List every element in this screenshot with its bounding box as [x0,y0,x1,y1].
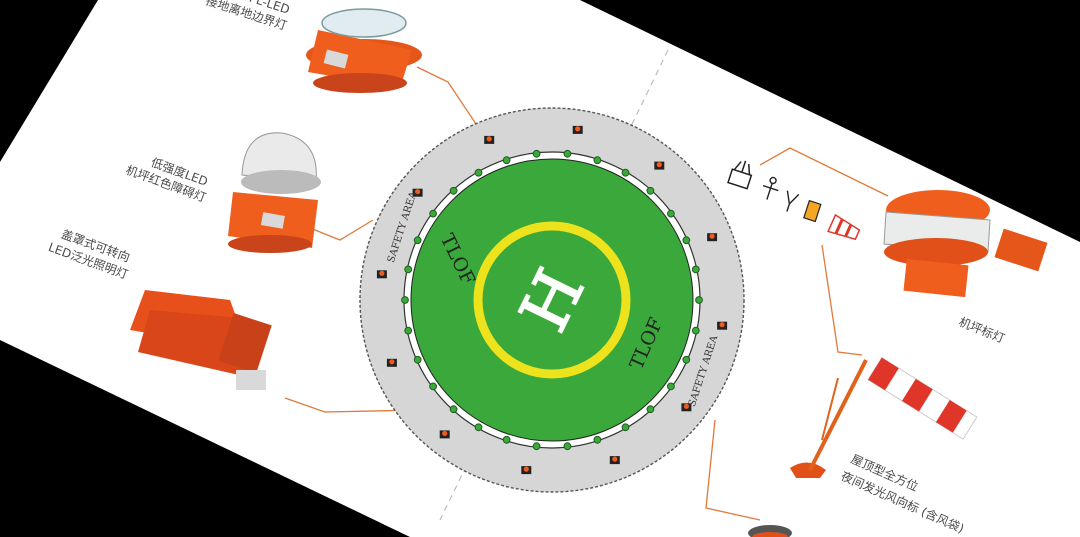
tlof-perimeter-light [401,296,409,304]
tlof-perimeter-light [474,168,483,177]
tlof-perimeter-light [593,156,602,165]
bottom-product [748,525,792,537]
tlof-perimeter-light [646,405,655,414]
tlof-perimeter-light [449,405,458,414]
tlof-perimeter-light [667,209,675,218]
tlof-perimeter-light [413,236,422,245]
safety-area-light-lens [612,456,618,462]
tlof-perimeter-light [532,149,541,158]
safety-area-light-lens [415,189,421,195]
tlof-perimeter-light [682,236,691,245]
tlof-perimeter-light [502,156,511,165]
tlof-perimeter-light [563,442,572,451]
tlof-perimeter-light [621,168,630,177]
tlof-perimeter-light [593,435,602,444]
icon-row [727,160,861,241]
tlof-perimeter-light [532,442,541,451]
tlof-perimeter-light [404,326,413,335]
safety-area-light-lens [719,322,725,328]
tlof-perimeter-light [404,265,413,274]
apron-beacon [883,190,1048,298]
safety-area-light-lens [379,270,385,276]
tlof-perimeter-light [413,355,422,364]
low-intensity-obstacle-light [228,132,321,253]
safety-area-light-lens [709,233,715,239]
perimeter-lights [376,125,728,475]
safety-area-light-lens [442,430,448,436]
tlof-perimeter-light [695,296,703,304]
tlof-perimeter-light [646,186,655,195]
safety-area-light-lens [523,466,529,472]
tlof-perimeter-light [667,382,675,391]
safety-area-light-lens [389,359,395,365]
tlof-perimeter-light [429,209,438,218]
opl-led-light [306,8,422,93]
tlof-perimeter-light [691,326,700,335]
flag-icon [803,199,822,223]
windsock [790,356,978,478]
tlof-perimeter-light [621,423,630,432]
windsock-icon [827,213,861,241]
floodlight-icon [786,190,800,212]
tlof-perimeter-light [449,186,458,195]
tlof-perimeter-light [691,265,700,274]
tlof-perimeter-light [682,355,691,364]
tlof-area [410,158,694,442]
tlof-perimeter-light [563,149,572,158]
safety-area-light-lens [683,403,690,409]
floodlight [130,290,272,390]
safety-area-light-lens [656,162,662,168]
helipad: H TLOF TLOF SAFETY AREA SAFETY AREA [359,107,745,493]
tlof-perimeter-light [474,423,483,432]
obstacle-icon [762,176,779,200]
safety-area-light-lens [575,126,581,132]
safety-area-light-lens [486,136,492,142]
touchdown-ring [473,221,631,379]
beacon-icon [727,160,753,190]
tlof-perimeter-light [429,382,438,391]
tlof-lights [401,149,703,451]
tlof-perimeter-light [502,435,511,444]
